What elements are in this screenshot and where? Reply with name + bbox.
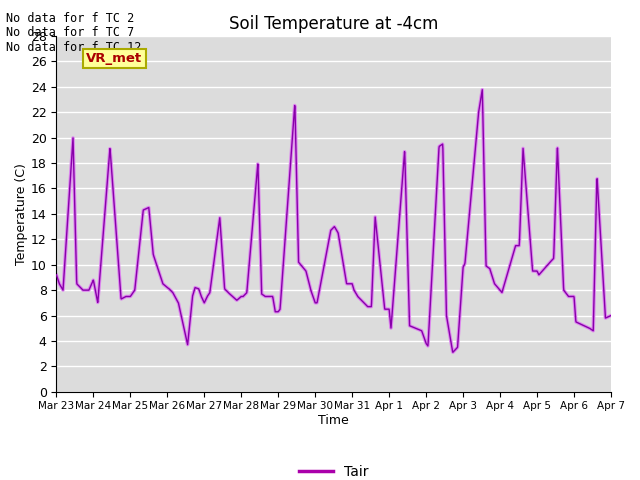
Text: No data for f TC 2: No data for f TC 2 <box>6 12 134 25</box>
Y-axis label: Temperature (C): Temperature (C) <box>15 163 28 265</box>
Legend: Tair: Tair <box>293 459 374 480</box>
Text: No data for f TC 7: No data for f TC 7 <box>6 26 134 39</box>
Text: VR_met: VR_met <box>86 52 143 65</box>
Title: Soil Temperature at -4cm: Soil Temperature at -4cm <box>229 15 438 33</box>
X-axis label: Time: Time <box>318 414 349 427</box>
Text: No data for f TC 12: No data for f TC 12 <box>6 41 142 54</box>
